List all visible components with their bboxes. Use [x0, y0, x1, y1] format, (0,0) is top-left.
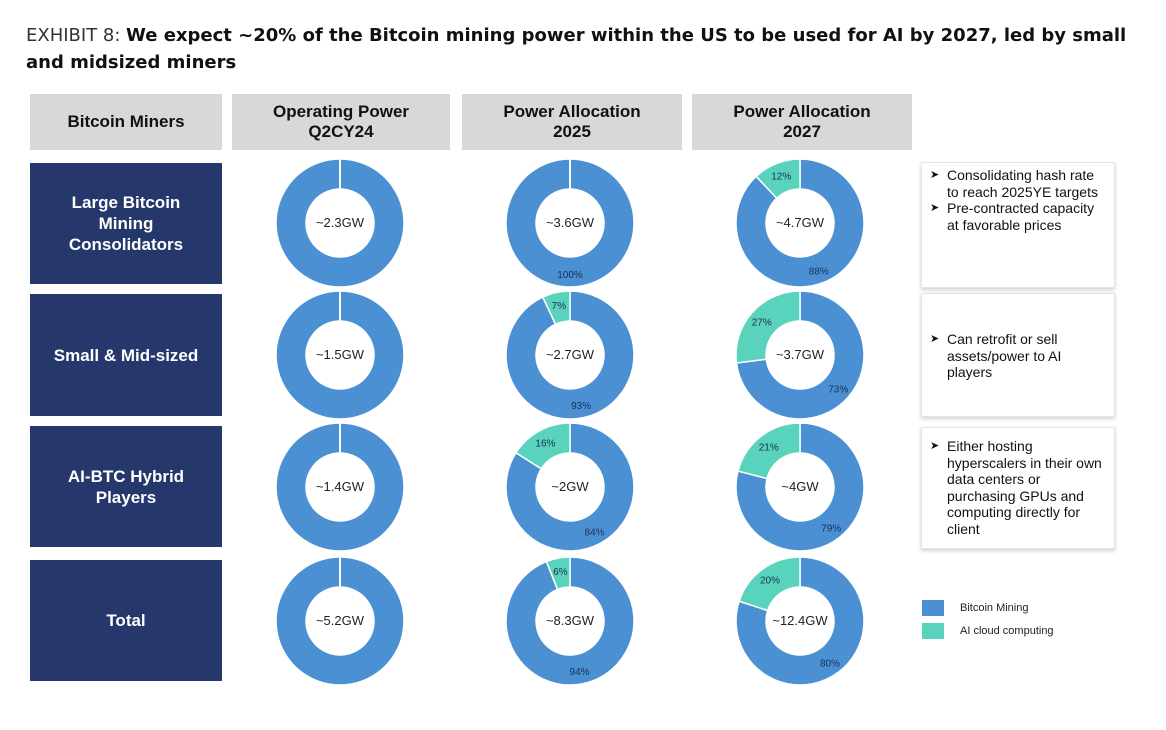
note-item: ➤ Either hosting hyperscalers in their ow…: [930, 438, 1102, 537]
arrow-bullet-icon: ➤: [930, 333, 940, 345]
donut-r3-c0: ~5.2GW: [275, 556, 405, 686]
donut-r1-c1: ~2.7GW 93% 7%: [505, 290, 635, 420]
donut-center-label: ~1.4GW: [316, 479, 365, 494]
bitcoin-mining-slice: [735, 158, 865, 288]
legend-ai-cloud: AI cloud computing: [922, 623, 1054, 639]
donut-center-label: ~12.4GW: [772, 613, 828, 628]
note-item: ➤ Pre-contracted capacity at favorable pr…: [930, 200, 1095, 233]
bitcoin-percent-label: 80%: [820, 658, 840, 669]
ai-cloud-slice: [735, 290, 801, 364]
bitcoin-mining-slice: [505, 556, 635, 686]
donut-r2-c1: ~2GW 84% 16%: [505, 422, 635, 552]
note-ai-btc-hybrid: ➤ Either hosting hyperscalers in their ow…: [921, 427, 1115, 549]
donut-center-label: ~2GW: [551, 479, 589, 494]
ai-cloud-slice: [545, 556, 571, 591]
ai-percent-label: 12%: [771, 172, 791, 183]
ai-cloud-slice: [514, 422, 571, 470]
bitcoin-mining-slice: [275, 290, 405, 420]
ai-cloud-slice: [738, 556, 801, 612]
donut-center-label: ~5.2GW: [316, 613, 365, 628]
header-allocation-2027: Power Allocation 2027: [692, 94, 912, 150]
donut-r2-c2: ~4GW 79% 21%: [735, 422, 865, 552]
row-label-total: Total: [30, 560, 222, 681]
donut-center-label: ~4GW: [781, 479, 819, 494]
arrow-bullet-icon: ➤: [930, 202, 940, 214]
row-label-small-midsized: Small & Mid-sized: [30, 294, 222, 416]
headline: We expect ~20% of the Bitcoin mining pow…: [26, 25, 1127, 73]
arrow-bullet-icon: ➤: [930, 169, 940, 181]
donut-r0-c2: ~4.7GW 88% 12%: [735, 158, 865, 288]
donut-r3-c2: ~12.4GW 80% 20%: [735, 556, 865, 686]
bitcoin-mining-slice: [735, 556, 865, 686]
bitcoin-mining-slice: [735, 290, 865, 420]
legend-swatch-bitcoin: [922, 600, 944, 616]
ai-percent-label: 20%: [760, 576, 780, 587]
ai-percent-label: 21%: [759, 443, 779, 454]
bitcoin-mining-slice: [275, 556, 405, 686]
donut-center-label: ~3.7GW: [776, 347, 825, 362]
bitcoin-mining-slice: [275, 158, 405, 288]
bitcoin-mining-slice: [505, 158, 635, 288]
donut-r0-c0: ~2.3GW: [275, 158, 405, 288]
ai-percent-label: 6%: [553, 567, 568, 578]
donut-r2-c0: ~1.4GW: [275, 422, 405, 552]
ai-percent-label: 16%: [535, 438, 555, 449]
chart-title: EXHIBIT 8: We expect ~20% of the Bitcoin…: [26, 22, 1146, 76]
row-label-ai-btc-hybrid: AI-BTC Hybrid Players: [30, 426, 222, 547]
ai-cloud-slice: [755, 158, 801, 200]
note-small-midsized: ➤ Can retrofit or sell assets/power to AI…: [921, 293, 1115, 417]
header-operating-power: Operating Power Q2CY24: [232, 94, 450, 150]
note-item: ➤ Consolidating hash rate to reach 2025YE…: [930, 167, 1098, 200]
bitcoin-percent-label: 88%: [809, 266, 829, 277]
header-allocation-2025: Power Allocation 2025: [462, 94, 682, 150]
bitcoin-percent-label: 100%: [557, 270, 583, 281]
exhibit-label: EXHIBIT 8:: [26, 25, 121, 46]
header-bitcoin-miners: Bitcoin Miners: [30, 94, 222, 150]
bitcoin-percent-label: 94%: [570, 667, 590, 678]
donut-center-label: ~4.7GW: [776, 215, 825, 230]
bitcoin-mining-slice: [735, 422, 865, 552]
bitcoin-mining-slice: [505, 290, 635, 420]
bitcoin-mining-slice: [505, 422, 635, 552]
ai-percent-label: 7%: [552, 301, 567, 312]
bitcoin-mining-slice: [275, 422, 405, 552]
donut-center-label: ~3.6GW: [546, 215, 595, 230]
bitcoin-percent-label: 73%: [828, 385, 848, 396]
bitcoin-percent-label: 93%: [571, 401, 591, 412]
bitcoin-percent-label: 79%: [821, 523, 841, 534]
donut-r3-c1: ~8.3GW 94% 6%: [505, 556, 635, 686]
donut-r0-c1: ~3.6GW 100%: [505, 158, 635, 288]
donut-center-label: ~2.7GW: [546, 347, 595, 362]
bitcoin-percent-label: 84%: [585, 528, 605, 539]
donut-r1-c0: ~1.5GW: [275, 290, 405, 420]
ai-cloud-slice: [737, 422, 801, 480]
note-large-consolidators: ➤ Consolidating hash rate to reach 2025YE…: [921, 162, 1115, 288]
donut-r1-c2: ~3.7GW 73% 27%: [735, 290, 865, 420]
ai-percent-label: 27%: [752, 317, 772, 328]
donut-center-label: ~1.5GW: [316, 347, 365, 362]
donut-center-label: ~8.3GW: [546, 613, 595, 628]
donut-center-label: ~2.3GW: [316, 215, 365, 230]
legend-bitcoin-mining: Bitcoin Mining: [922, 600, 1028, 616]
note-item: ➤ Can retrofit or sell assets/power to AI…: [930, 331, 1062, 380]
legend-swatch-ai: [922, 623, 944, 639]
arrow-bullet-icon: ➤: [930, 440, 940, 452]
row-label-large-consolidators: Large Bitcoin Mining Consolidators: [30, 163, 222, 284]
ai-cloud-slice: [541, 290, 571, 326]
